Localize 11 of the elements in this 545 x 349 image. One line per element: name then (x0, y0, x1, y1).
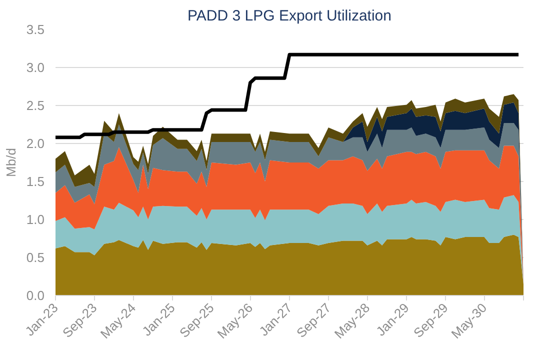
y-tick-label: 3.0 (26, 60, 45, 75)
y-tick-label: 2.0 (26, 136, 45, 151)
y-tick-label: 2.5 (26, 98, 45, 113)
y-axis-title: Mb/d (3, 148, 18, 177)
y-tick-label: 0.0 (26, 288, 45, 303)
chart-title: PADD 3 LPG Export Utilization (188, 8, 392, 24)
y-tick-label: 0.5 (26, 250, 45, 265)
y-tick-label: 1.5 (26, 174, 45, 189)
line-series (56, 52, 520, 140)
y-tick-label: 1.0 (26, 212, 45, 227)
y-tick-label: 3.5 (26, 22, 45, 37)
